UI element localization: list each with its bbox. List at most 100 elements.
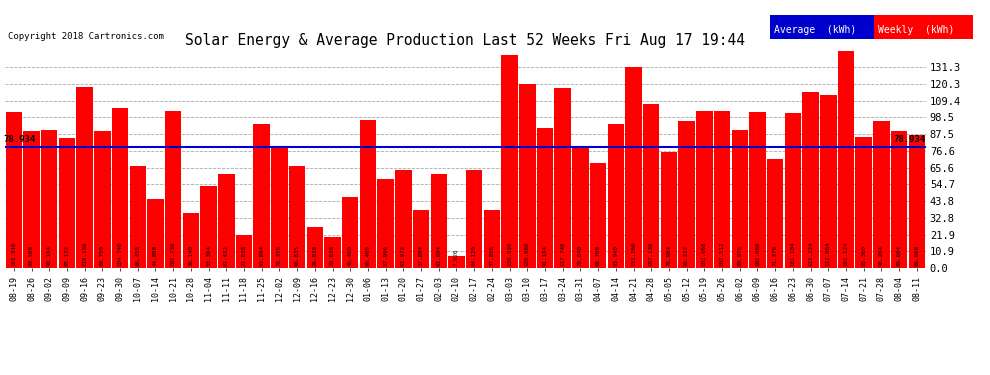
Text: 131.260: 131.260 [631,242,636,266]
Text: 26.838: 26.838 [312,245,318,266]
Text: 102.068: 102.068 [755,242,760,266]
Bar [200,186,217,268]
Bar [909,135,925,268]
Text: 61.432: 61.432 [224,245,229,266]
Bar [519,84,536,268]
Text: 53.364: 53.364 [206,245,211,266]
Bar [431,174,446,268]
Title: Solar Energy & Average Production Last 52 Weeks Fri Aug 17 19:44: Solar Energy & Average Production Last 5… [185,33,745,48]
Text: 78.356: 78.356 [277,245,282,266]
Text: 96.204: 96.204 [879,245,884,266]
Text: 112.864: 112.864 [826,242,831,266]
Bar [643,104,659,268]
Bar [342,197,358,268]
Bar [802,92,819,268]
Bar [218,174,235,268]
Bar [6,112,22,268]
Text: 78.934: 78.934 [893,135,926,144]
Text: 68.768: 68.768 [596,245,601,266]
Text: 101.916: 101.916 [11,242,16,266]
Bar [554,88,571,268]
Text: 101.104: 101.104 [790,242,795,266]
Bar [448,256,464,268]
Text: 86.668: 86.668 [915,245,920,266]
Bar [660,152,677,268]
Bar [148,200,163,268]
Text: 89.508: 89.508 [29,245,34,266]
Text: 93.940: 93.940 [613,245,619,266]
Bar [271,148,288,268]
Text: 44.808: 44.808 [152,245,158,266]
Text: 85.360: 85.360 [861,245,866,266]
Text: 21.838: 21.838 [242,245,247,266]
Bar [165,111,181,268]
Bar [466,170,482,268]
Bar [838,0,854,268]
Bar [236,235,252,268]
Text: 89.976: 89.976 [738,245,742,266]
Bar [289,166,305,268]
Text: 181.124: 181.124 [843,242,848,266]
Bar [501,55,518,268]
Text: 85.172: 85.172 [64,245,69,266]
Text: 96.332: 96.332 [684,245,689,266]
Bar [182,213,199,268]
Text: 117.748: 117.748 [560,242,565,266]
Text: 115.224: 115.224 [808,242,813,266]
Text: 37.856: 37.856 [489,245,494,266]
Text: 61.694: 61.694 [437,245,442,266]
Bar [749,112,765,268]
Bar [58,138,75,268]
Text: 120.060: 120.060 [525,242,530,266]
Text: 139.020: 139.020 [507,242,512,266]
Text: 46.460: 46.460 [347,245,352,266]
Text: 36.140: 36.140 [188,245,193,266]
Bar [714,111,731,268]
Bar [94,130,111,268]
Text: 96.406: 96.406 [365,245,370,266]
Text: 66.458: 66.458 [136,245,141,266]
Text: 75.984: 75.984 [666,245,671,266]
Text: 7.926: 7.926 [454,248,459,266]
Bar [678,121,695,268]
Text: 90.164: 90.164 [47,245,51,266]
Text: 118.156: 118.156 [82,242,87,266]
Bar [696,111,713,268]
Text: 78.934: 78.934 [3,135,36,144]
Bar [608,124,624,268]
Text: 102.738: 102.738 [170,242,175,266]
Bar [377,179,394,268]
Bar [590,163,606,268]
Text: Weekly  (kWh): Weekly (kWh) [878,25,954,35]
Bar [572,147,589,268]
Text: 71.376: 71.376 [772,245,778,266]
Text: 89.604: 89.604 [897,245,902,266]
Text: 57.996: 57.996 [383,245,388,266]
Text: 104.740: 104.740 [118,242,123,266]
Text: 91.184: 91.184 [543,245,547,266]
Bar [873,121,890,268]
Text: 20.638: 20.638 [330,245,335,266]
Bar [891,131,907,268]
Bar [395,170,412,268]
Text: 93.894: 93.894 [259,245,264,266]
Bar [732,130,748,268]
Text: 102.512: 102.512 [720,242,725,266]
Bar [413,210,430,268]
Bar [307,227,323,268]
Bar [484,210,500,268]
Bar [24,131,40,268]
Bar [855,137,872,268]
Text: 107.138: 107.138 [648,242,653,266]
Bar [820,95,837,268]
Text: Copyright 2018 Cartronics.com: Copyright 2018 Cartronics.com [8,32,163,41]
Bar [626,67,642,268]
Bar [359,120,376,268]
Text: 102.668: 102.668 [702,242,707,266]
Bar [76,87,93,268]
Bar [767,159,783,268]
Text: 89.750: 89.750 [100,245,105,266]
Text: 66.835: 66.835 [295,245,300,266]
Bar [112,108,129,268]
Text: 37.894: 37.894 [419,245,424,266]
